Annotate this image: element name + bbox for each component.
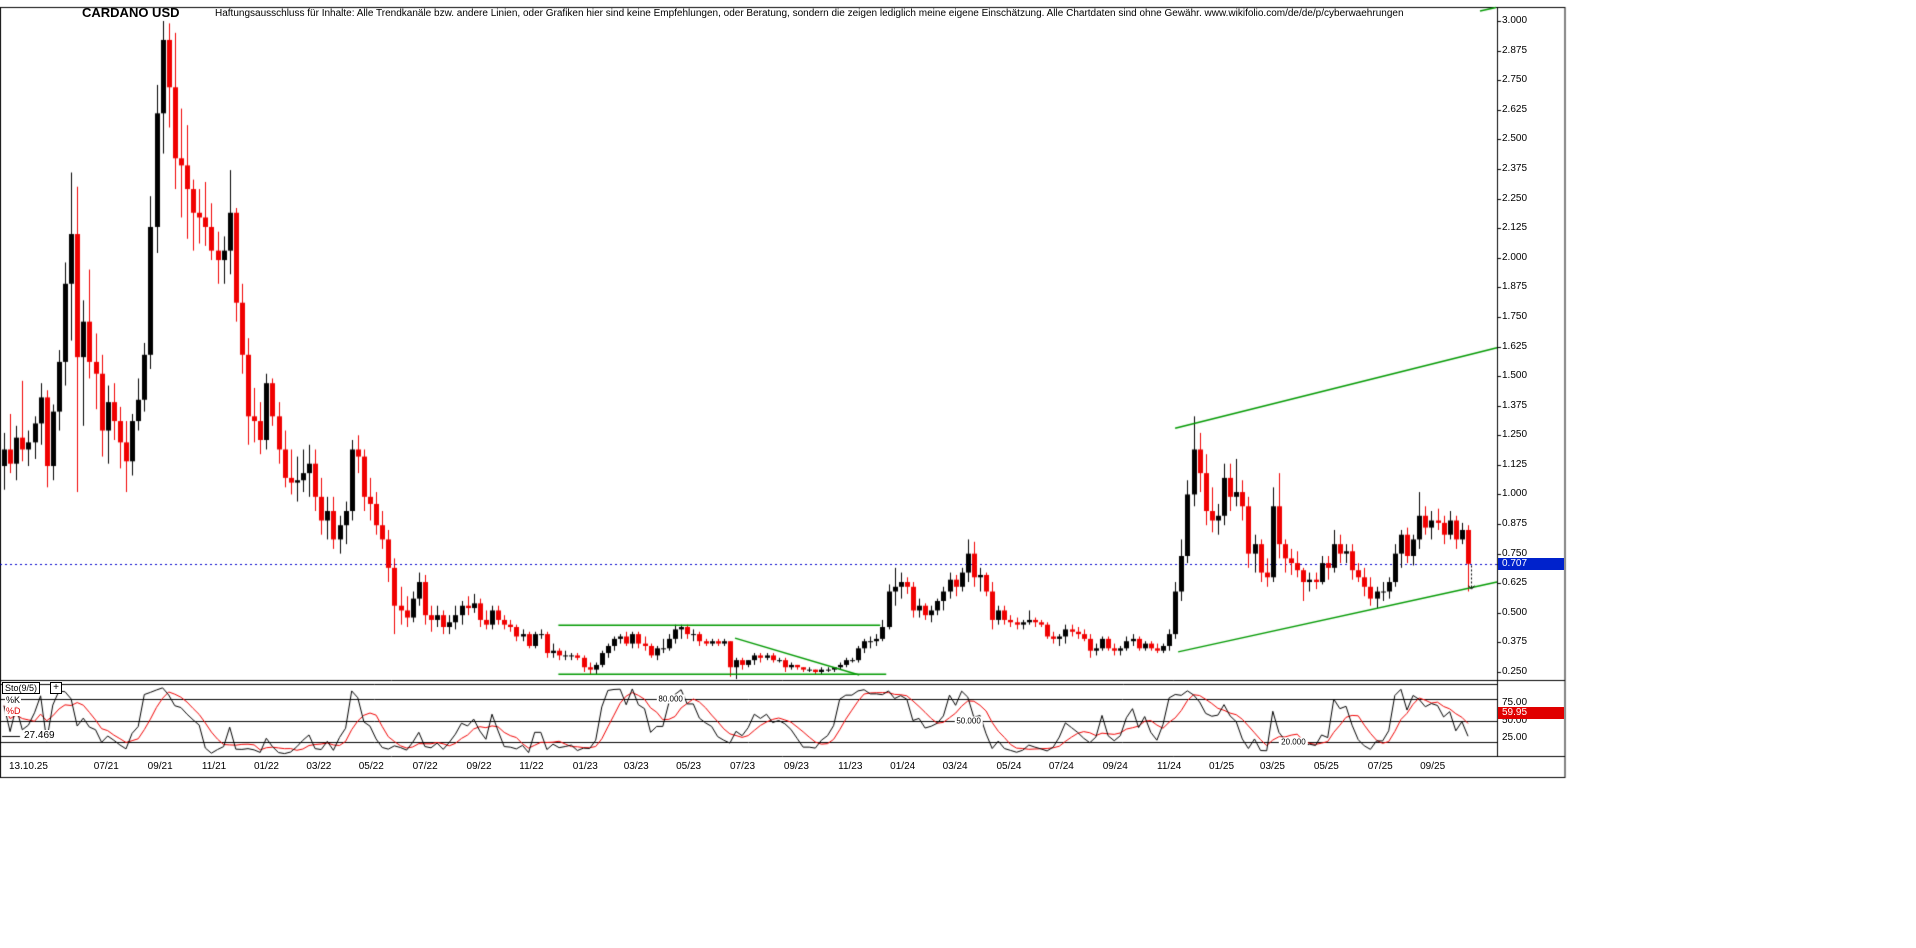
date-tick-label: 03/24	[942, 761, 968, 772]
price-tick-label: 2.250	[1502, 192, 1528, 204]
stochastic-tick-label: 50.00	[1502, 714, 1528, 726]
price-tick-label: 1.250	[1502, 429, 1528, 441]
date-tick-label: 01/25	[1209, 761, 1235, 772]
date-tick-label: 11/23	[838, 761, 863, 772]
add-indicator-button[interactable]: +	[50, 682, 62, 694]
date-tick-label: 05/23	[676, 761, 702, 772]
price-tick-label: 2.750	[1502, 74, 1528, 86]
stochastic-level-label: 20.000	[1279, 737, 1308, 747]
price-tick-label: 2.500	[1502, 133, 1528, 145]
symbol-title: CARDANO USD	[82, 5, 180, 20]
date-tick-label: 01/23	[572, 761, 598, 772]
price-tick-label: 1.000	[1502, 488, 1528, 500]
stochastic-tick-label: 25.00	[1502, 732, 1528, 744]
price-tick-label: 2.625	[1502, 103, 1528, 115]
price-tick-label: 1.375	[1502, 399, 1528, 411]
date-tick-label: 07/25	[1367, 761, 1393, 772]
price-tick-label: 1.750	[1502, 310, 1528, 322]
price-tick-label: 2.375	[1502, 162, 1528, 174]
date-tick-label: 05/22	[358, 761, 384, 772]
date-tick-label: 05/25	[1313, 761, 1339, 772]
discl aimer-text: Haftungsausschluss für Inhalte: Alle Tre…	[215, 8, 1404, 19]
stochastic-indicator-label: Sto(9/5)	[2, 682, 41, 694]
date-tick-label: 03/23	[623, 761, 649, 772]
last-price-badge: 0.707	[1498, 557, 1564, 570]
stochastic-tick-label: 75.00	[1502, 696, 1528, 708]
date-tick-label: 07/22	[412, 761, 438, 772]
date-tick-label: 07/21	[93, 761, 119, 772]
price-tick-label: 1.625	[1502, 340, 1528, 352]
price-tick-label: 0.500	[1502, 606, 1528, 618]
price-tick-label: 0.875	[1502, 518, 1528, 530]
stochastic-k-value-label: 27.469	[23, 730, 56, 742]
date-tick-label: 09/24	[1102, 761, 1128, 772]
date-tick-label: 03/22	[306, 761, 332, 772]
stochastic-level-label: 80.000	[656, 694, 685, 704]
date-tick-label: 03/25	[1259, 761, 1285, 772]
date-tick-label: 09/23	[783, 761, 809, 772]
date-tick-label: 07/24	[1048, 761, 1074, 772]
price-tick-label: 1.875	[1502, 281, 1528, 293]
price-tick-label: 0.250	[1502, 666, 1528, 677]
price-tick-label: 0.750	[1502, 547, 1528, 559]
stochastic-d-value-badge: 59.95	[1498, 707, 1564, 720]
date-tick-label: 09/22	[466, 761, 492, 772]
price-tick-label: 1.500	[1502, 370, 1528, 382]
price-tick-label: 2.875	[1502, 44, 1528, 56]
date-tick-label: 09/25	[1420, 761, 1446, 772]
date-tick-label: 01/24	[890, 761, 916, 772]
price-tick-label: 1.125	[1502, 458, 1528, 470]
date-tick-label: 11/24	[1157, 761, 1182, 772]
date-tick-label: 11/22	[519, 761, 544, 772]
date-tick-label: 01/22	[253, 761, 279, 772]
price-tick-label: 2.125	[1502, 222, 1528, 234]
price-tick-label: 2.000	[1502, 251, 1528, 263]
stochastic-d-legend: %D	[5, 706, 22, 716]
price-tick-label: 3.000	[1502, 15, 1528, 26]
date-tick-label: 05/24	[996, 761, 1022, 772]
stochastic-level-label: 50.000	[954, 716, 983, 725]
price-tick-label: 0.625	[1502, 577, 1528, 589]
price-tick-label: 0.375	[1502, 636, 1528, 648]
date-tick-label: 07/23	[729, 761, 756, 772]
stochastic-k-legend: %K	[5, 695, 22, 705]
date-tick-label: 13.10.25	[8, 761, 48, 772]
date-tick-label: 09/21	[147, 761, 173, 772]
date-tick-label: 11/21	[201, 761, 227, 772]
